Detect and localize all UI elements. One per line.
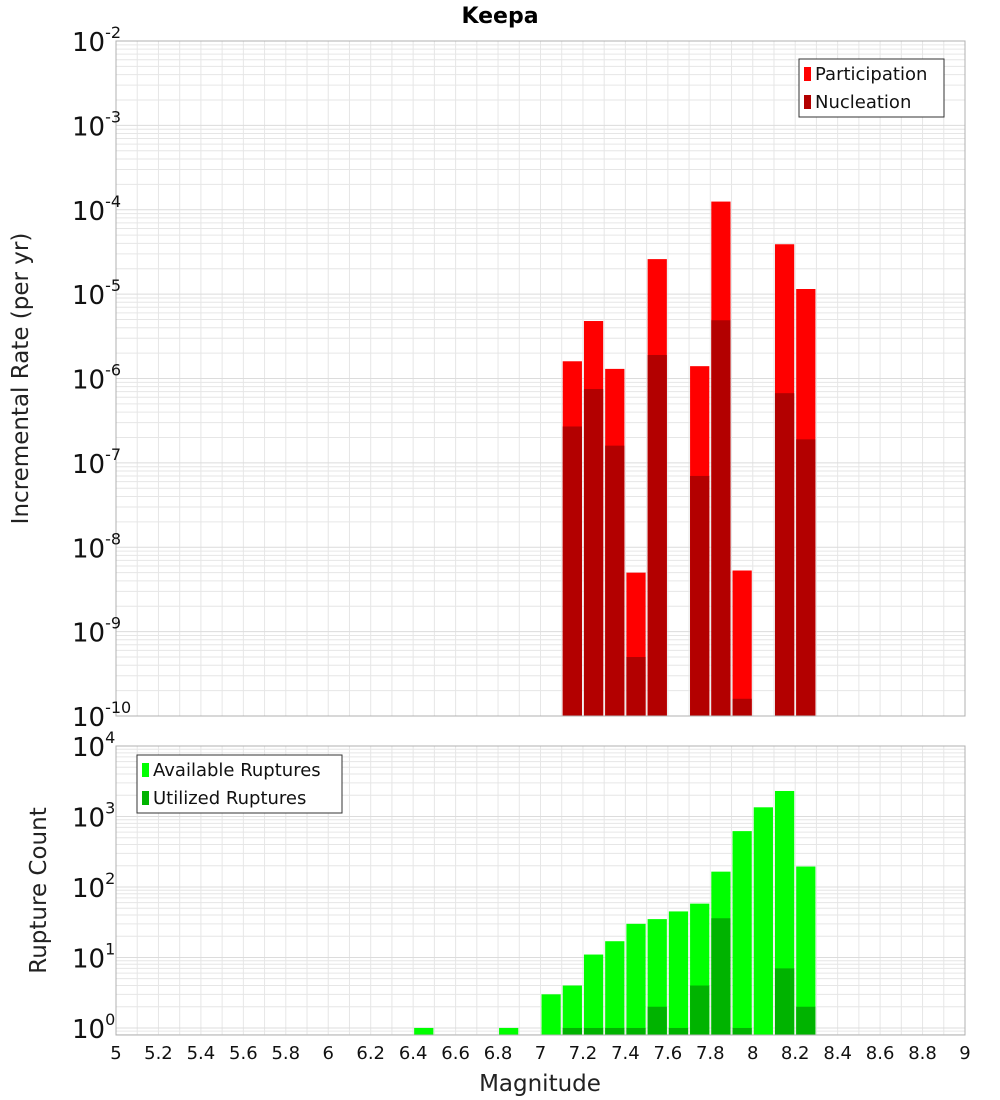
bar-available-ruptures bbox=[753, 807, 773, 1035]
bar-utilized-ruptures bbox=[605, 1027, 625, 1035]
bar-utilized-ruptures bbox=[796, 1006, 816, 1035]
bar-nucleation bbox=[583, 389, 604, 716]
x-tick-label: 6.8 bbox=[484, 1043, 513, 1064]
y-tick-label: 104 bbox=[72, 728, 115, 763]
bar-available-ruptures bbox=[605, 941, 625, 1035]
bar-nucleation bbox=[647, 354, 667, 716]
bar-nucleation bbox=[711, 320, 731, 716]
chart-title: Keepa bbox=[461, 4, 538, 29]
x-tick-label: 8.8 bbox=[908, 1043, 937, 1064]
x-tick-label: 5.8 bbox=[271, 1043, 300, 1064]
x-tick-label: 6 bbox=[323, 1043, 334, 1064]
bar-utilized-ruptures bbox=[690, 985, 710, 1035]
bar-nucleation bbox=[732, 698, 752, 716]
x-tick-label: 6.6 bbox=[441, 1043, 470, 1064]
y-tick-label: 10-10 bbox=[72, 698, 131, 733]
x-tick-label: 5 bbox=[110, 1043, 121, 1064]
plot-frame bbox=[115, 40, 966, 717]
y-tick-label: 10-9 bbox=[72, 614, 121, 649]
bar-participation bbox=[732, 570, 752, 716]
y-tick-label: 10-5 bbox=[72, 276, 121, 311]
x-tick-label: 7 bbox=[535, 1043, 546, 1064]
bar-available-ruptures bbox=[541, 994, 561, 1035]
bar-available-ruptures bbox=[414, 1027, 434, 1035]
bar-available-ruptures bbox=[796, 866, 816, 1035]
legend-label: Participation bbox=[815, 64, 927, 85]
legend-label: Utilized Ruptures bbox=[153, 788, 306, 809]
y-tick-label: 10-2 bbox=[72, 23, 121, 58]
bar-available-ruptures bbox=[647, 919, 667, 1035]
bar-available-ruptures bbox=[583, 954, 604, 1035]
bar-utilized-ruptures bbox=[647, 1006, 667, 1035]
bar-utilized-ruptures bbox=[732, 1027, 752, 1035]
x-tick-label: 8 bbox=[747, 1043, 758, 1064]
x-tick-label: 9 bbox=[959, 1043, 970, 1064]
legend-box bbox=[798, 58, 945, 118]
y-tick-label: 100 bbox=[72, 1010, 115, 1045]
legend-swatch bbox=[142, 763, 149, 777]
x-tick-label: 8.6 bbox=[866, 1043, 895, 1064]
bar-nucleation bbox=[605, 445, 625, 716]
bar-utilized-ruptures bbox=[668, 1027, 689, 1035]
bar-available-ruptures bbox=[499, 1027, 519, 1035]
bar-available-ruptures bbox=[626, 923, 646, 1035]
bar-nucleation bbox=[774, 393, 795, 716]
bar-nucleation bbox=[562, 426, 582, 716]
y-tick-label: 102 bbox=[72, 869, 115, 904]
x-tick-label: 8.2 bbox=[781, 1043, 810, 1064]
bar-nucleation bbox=[690, 475, 710, 716]
x-tick-label: 5.2 bbox=[144, 1043, 173, 1064]
bar-available-ruptures bbox=[668, 911, 689, 1035]
bar-utilized-ruptures bbox=[562, 1027, 582, 1035]
y-tick-label: 10-7 bbox=[72, 445, 121, 480]
x-tick-label: 8.4 bbox=[823, 1043, 852, 1064]
x-tick-label: 7.8 bbox=[696, 1043, 725, 1064]
y-tick-label: 10-4 bbox=[72, 192, 121, 227]
bar-nucleation bbox=[626, 657, 646, 716]
bar-utilized-ruptures bbox=[774, 968, 795, 1035]
x-axis-title: Magnitude bbox=[479, 1071, 601, 1097]
x-tick-label: 6.2 bbox=[356, 1043, 385, 1064]
x-tick-label: 7.4 bbox=[611, 1043, 640, 1064]
y-tick-label: 10-6 bbox=[72, 361, 121, 396]
bar-utilized-ruptures bbox=[711, 918, 731, 1035]
y-tick-label: 103 bbox=[72, 798, 115, 833]
x-tick-label: 6.4 bbox=[399, 1043, 428, 1064]
bar-utilized-ruptures bbox=[626, 1027, 646, 1035]
legend-box bbox=[136, 754, 343, 814]
y-tick-label: 10-8 bbox=[72, 529, 121, 564]
legend-swatch bbox=[142, 791, 149, 805]
y-tick-label: 101 bbox=[72, 939, 115, 974]
legend-swatch bbox=[804, 67, 811, 81]
bar-nucleation bbox=[796, 439, 816, 716]
x-tick-label: 5.6 bbox=[229, 1043, 258, 1064]
count-panel: 100 101 102 103 104 Rupture Count Available Ru… bbox=[26, 728, 971, 1097]
bar-utilized-ruptures bbox=[583, 1027, 604, 1035]
bar-available-ruptures bbox=[732, 831, 752, 1035]
rate-panel: 10-10 10-9 10-8 10-7 10-6 10-5 10-4 10-3 10-2 Inc… bbox=[8, 23, 966, 733]
x-tick-label: 7.6 bbox=[654, 1043, 683, 1064]
legend-swatch bbox=[804, 95, 811, 109]
y-tick-label: 10-3 bbox=[72, 107, 121, 142]
bar-available-ruptures bbox=[562, 985, 582, 1035]
x-tick-label: 7.2 bbox=[569, 1043, 598, 1064]
plot-frame bbox=[115, 745, 966, 1036]
y-axis-title: Rupture Count bbox=[26, 807, 52, 973]
x-tick-label: 5.4 bbox=[187, 1043, 216, 1064]
legend-label: Available Ruptures bbox=[153, 760, 321, 781]
y-axis-title: Incremental Rate (per yr) bbox=[8, 233, 34, 525]
legend-label: Nucleation bbox=[815, 92, 911, 113]
